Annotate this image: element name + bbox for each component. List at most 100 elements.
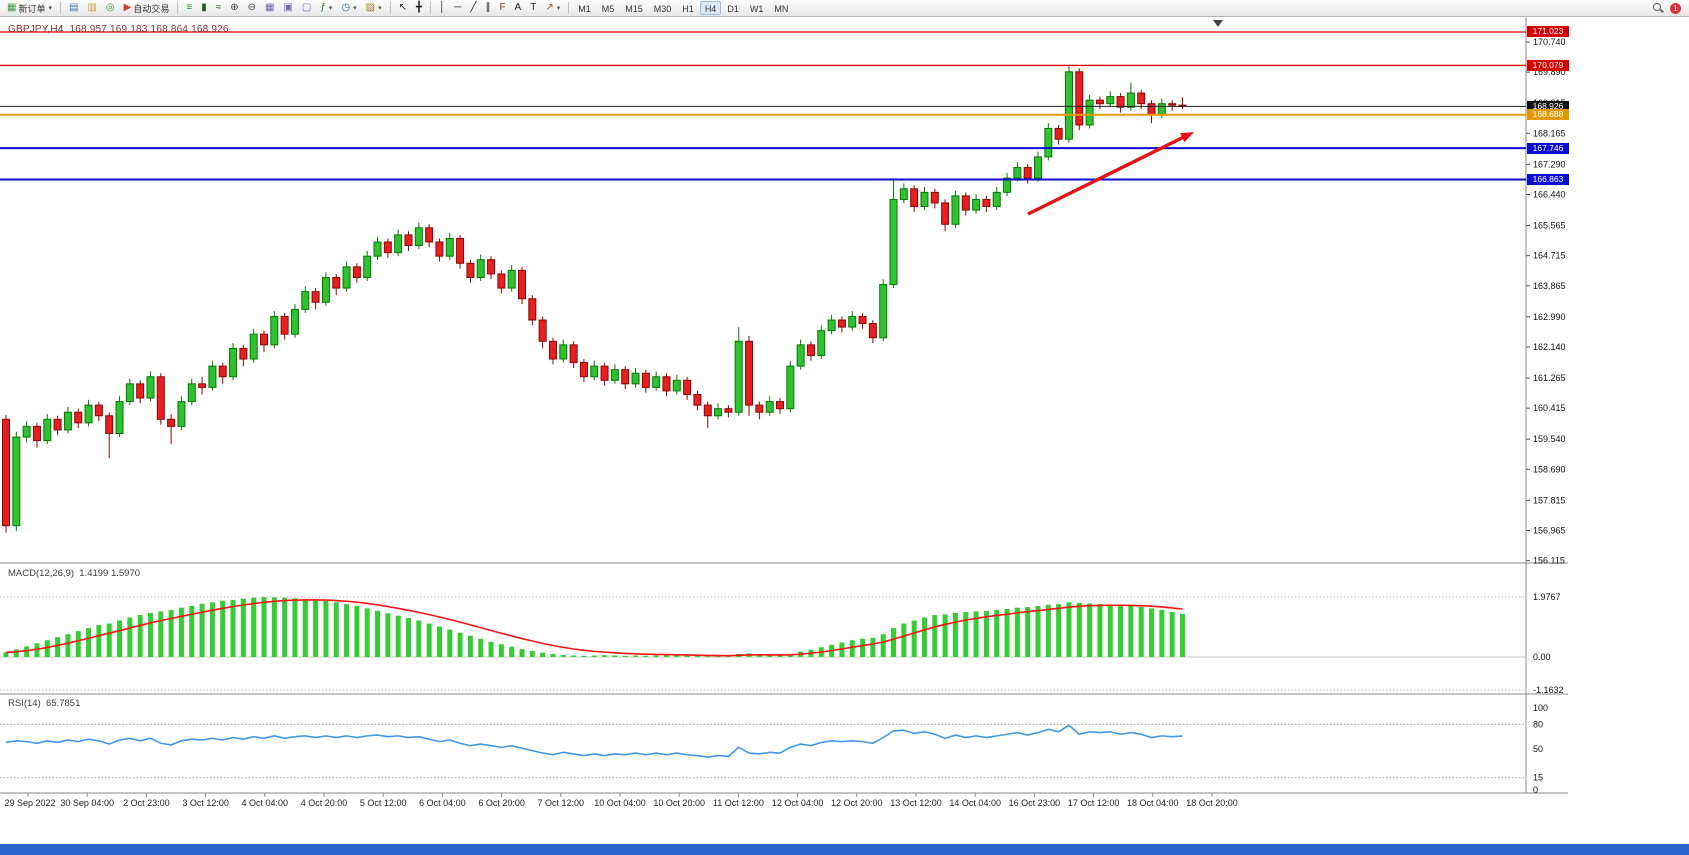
zoom-out-button[interactable]: ⊖ [244, 1, 260, 15]
cursor-icon: ↖ [398, 2, 408, 13]
candle-body [662, 376, 671, 392]
autotrading-button[interactable]: ▶ 自动交易 [120, 1, 174, 15]
macd-bar [426, 623, 432, 657]
timeframe-m15[interactable]: M15 [625, 4, 643, 14]
candle-body [1116, 96, 1125, 108]
timeframe-d1[interactable]: D1 [727, 4, 739, 14]
macd-bar [560, 654, 566, 657]
timeframe-w1[interactable]: W1 [749, 4, 764, 14]
candle-body [683, 379, 692, 395]
navigator-button[interactable]: ◎ [102, 1, 119, 15]
indicators-button[interactable]: ƒ ▾ [316, 1, 336, 15]
macd-bar [189, 605, 195, 657]
macd-bar [591, 655, 597, 657]
horizontal-line-button[interactable]: ─ [450, 1, 465, 15]
crosshair-button[interactable]: ╋ [412, 1, 426, 15]
macd-bar [447, 629, 453, 657]
text-button[interactable]: A [511, 1, 526, 15]
notification-badge[interactable]: 1 [1670, 2, 1681, 14]
arrange-windows-button[interactable]: ▢ [298, 1, 315, 15]
time-tick-label: 30 Sep 04:00 [60, 798, 114, 808]
candle-body [290, 308, 299, 335]
candle-body [817, 330, 826, 356]
cursor-button[interactable]: ↖ [395, 1, 411, 15]
macd-panel: 1.9767 0.00 -1.1632 [0, 592, 1564, 695]
price-tick-label: 158.690 [1533, 464, 1566, 474]
vertical-line-button[interactable]: │ [435, 1, 449, 15]
macd-bar [416, 620, 422, 657]
timeframe-m5[interactable]: M5 [601, 4, 615, 14]
macd-bar [344, 604, 350, 657]
cascade-windows-button[interactable]: ▣ [279, 1, 296, 15]
market-watch-icon: ▤ [68, 2, 79, 13]
candle-body [208, 365, 217, 388]
candle-body [74, 411, 83, 424]
macd-bar [199, 603, 205, 657]
arrows-button[interactable]: ↗ ▾ [541, 1, 564, 15]
candle-body [394, 234, 403, 254]
templates-button[interactable]: ▨ ▾ [362, 1, 386, 15]
macd-bar [1097, 604, 1103, 657]
macd-bar [137, 615, 143, 657]
trend-arrow-line[interactable] [1027, 135, 1185, 216]
macd-label: MACD(12,26,9) 1.4199 1.5970 [8, 568, 140, 579]
bar-chart-button[interactable]: ≡ [182, 1, 196, 15]
caret-down-icon: ▾ [556, 5, 561, 12]
tile-windows-icon: ▦ [264, 2, 275, 13]
caret-down-icon: ▾ [353, 5, 357, 12]
horizontal-line-objects [0, 31, 1526, 181]
candle-body [879, 284, 888, 339]
candle-body [910, 188, 919, 208]
candle-body [1106, 96, 1115, 105]
channel-button[interactable]: ∥ [481, 1, 494, 15]
text-icon: A [514, 2, 522, 13]
new-order-button[interactable]: ▦ 新订单 ▾ [3, 1, 56, 15]
time-tick-label: 4 Oct 20:00 [301, 798, 348, 808]
timeframe-mn[interactable]: MN [774, 4, 789, 14]
zoom-in-button[interactable]: ⊕ [226, 1, 242, 15]
macd-bar [354, 605, 360, 657]
line-chart-button[interactable]: ≈ [212, 1, 226, 15]
time-tick-label: 2 Oct 23:00 [123, 798, 170, 808]
price-scale[interactable]: 170.740169.890169.015168.165167.290166.4… [1526, 37, 1566, 566]
chart-shift-marker[interactable] [1213, 20, 1223, 27]
fibonacci-button[interactable]: F [495, 1, 509, 15]
candle-body [1085, 99, 1094, 126]
time-axis[interactable]: 29 Sep 2022 30 Sep 04:00 2 Oct 23:00 3 Oct … [4, 793, 1238, 808]
macd-bar [1076, 602, 1082, 657]
data-window-button[interactable]: ▥ [83, 1, 100, 15]
trendline-button[interactable]: ╱ [466, 1, 480, 15]
data-window-icon: ▥ [87, 2, 97, 13]
tile-windows-button[interactable]: ▦ [261, 1, 278, 15]
timeframe-h1[interactable]: H1 [682, 4, 694, 14]
search-icon[interactable] [1652, 2, 1664, 14]
periods-button[interactable]: ◷ ▾ [337, 1, 360, 15]
candlestick-chart-button[interactable]: ▮ [197, 1, 211, 15]
price-marker-168.926: 168.926 [1527, 100, 1569, 112]
candle-body [187, 383, 196, 403]
macd-bar [602, 655, 608, 657]
candle-body [321, 276, 330, 303]
taskbar-strip [0, 844, 1689, 855]
macd-bar [849, 640, 855, 657]
price-tick-label: 162.140 [1533, 342, 1566, 352]
timeframe-h4[interactable]: H4 [699, 1, 722, 15]
time-tick-label: 16 Oct 23:00 [1009, 798, 1061, 808]
toolbar-separator [389, 2, 391, 14]
candle-body [22, 425, 31, 438]
candle-body [858, 315, 867, 325]
macd-bar [467, 635, 473, 657]
time-tick-label: 10 Oct 20:00 [653, 798, 705, 808]
candle-body [1168, 103, 1177, 106]
macd-bar [952, 612, 958, 657]
clock-icon: ◷ [341, 2, 351, 13]
market-watch-button[interactable]: ▤ [65, 1, 82, 15]
macd-bar [65, 634, 71, 657]
timeframe-m1[interactable]: M1 [578, 4, 591, 14]
candle-body [1147, 103, 1156, 115]
text-label-button[interactable]: T [526, 1, 540, 15]
time-tick-label: 29 Sep 2022 [4, 798, 55, 808]
zoom-out-icon: ⊖ [247, 2, 256, 13]
rsi-scale-label: 100 [1533, 703, 1548, 713]
timeframe-m30[interactable]: M30 [653, 4, 672, 14]
